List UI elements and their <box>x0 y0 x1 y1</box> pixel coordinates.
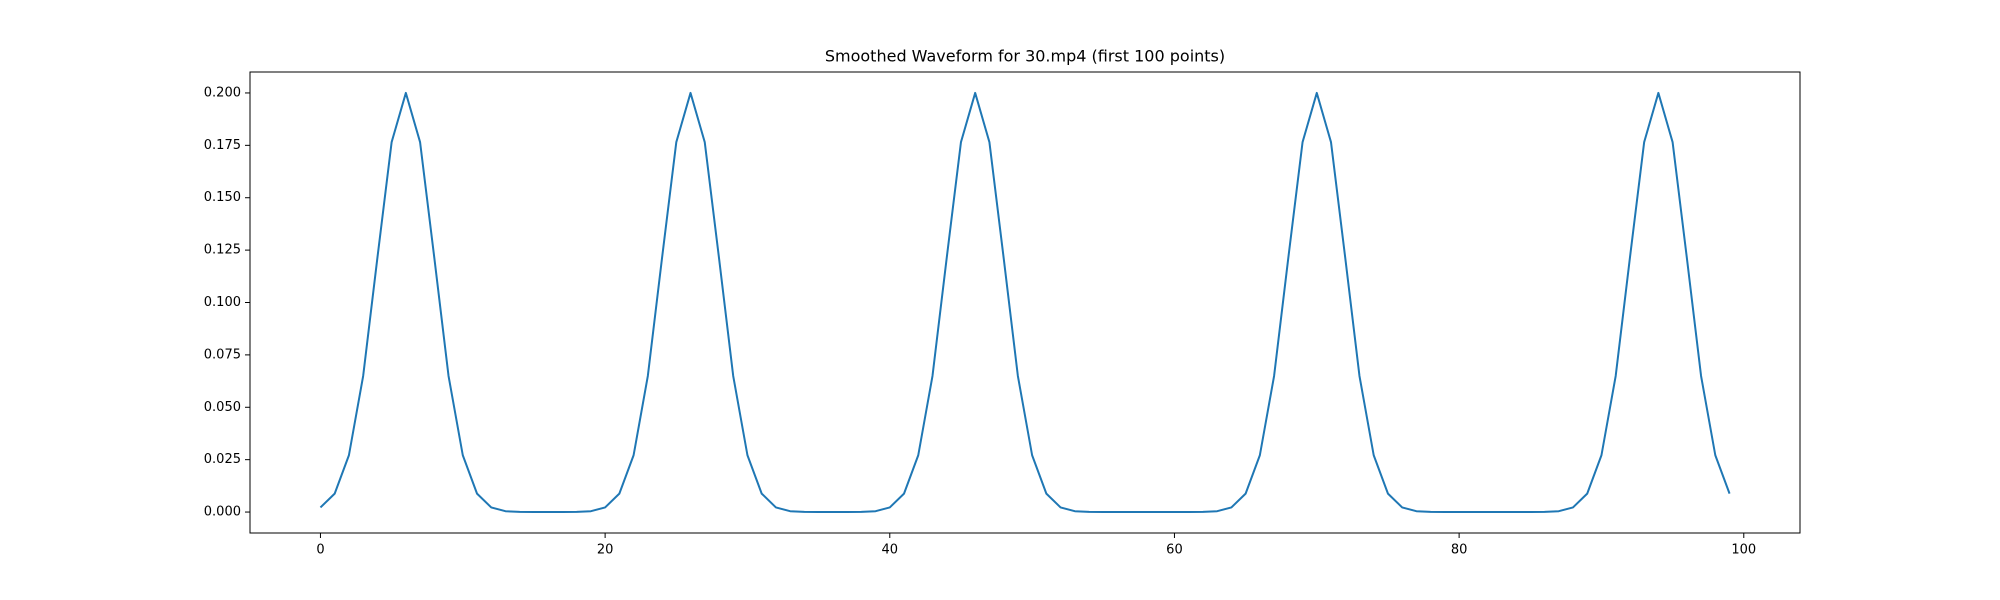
x-tick-label: 60 <box>1166 543 1183 558</box>
x-tick-label: 20 <box>597 543 614 558</box>
y-tick-label: 0.075 <box>204 347 241 362</box>
y-tick-label: 0.025 <box>204 452 241 467</box>
plot-frame <box>249 71 1801 534</box>
x-tick-label: 100 <box>1731 543 1756 558</box>
y-tick-label: 0.050 <box>204 400 241 415</box>
y-tick-label: 0.200 <box>204 85 241 100</box>
y-tick-label: 0.175 <box>204 138 241 153</box>
x-tick-label: 40 <box>882 543 899 558</box>
x-tick-label: 80 <box>1451 543 1468 558</box>
x-tick-label: 0 <box>316 543 324 558</box>
line <box>319 91 1731 514</box>
y-tick-label: 0.150 <box>204 190 241 205</box>
y-tick-label: 0.100 <box>204 295 241 310</box>
chart-title: Smoothed Waveform for 30.mp4 (first 100 … <box>825 47 1225 66</box>
y-tick-label: 0.125 <box>204 243 241 258</box>
y-tick-label: 0.000 <box>204 505 241 520</box>
